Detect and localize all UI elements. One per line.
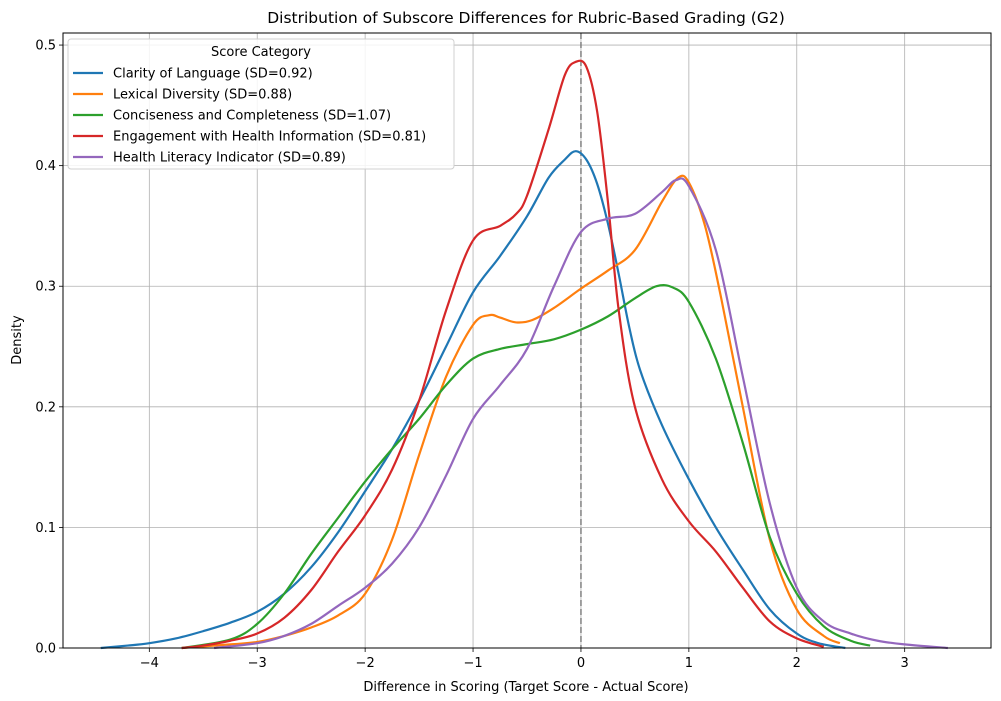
chart-title: Distribution of Subscore Differences for… xyxy=(267,9,785,27)
x-tick-label: −2 xyxy=(356,656,375,671)
y-tick-label: 0.1 xyxy=(35,521,56,536)
x-tick-label: −1 xyxy=(463,656,482,671)
legend-entry-label: Health Literacy Indicator (SD=0.89) xyxy=(113,151,346,166)
x-tick-label: 2 xyxy=(793,656,801,671)
x-tick-label: 0 xyxy=(577,656,585,671)
y-tick-label: 0.5 xyxy=(35,39,56,54)
legend: Score Category Clarity of Language (SD=0… xyxy=(67,38,455,170)
y-tick-label: 0.3 xyxy=(35,280,56,295)
x-axis: −4 −3 −2 −1 0 1 2 3 xyxy=(140,648,909,671)
series-line-3 xyxy=(181,284,871,650)
y-tick-label: 0.0 xyxy=(35,642,56,657)
x-axis-label: Difference in Scoring (Target Score - Ac… xyxy=(363,680,688,695)
x-tick-label: −3 xyxy=(248,656,267,671)
series-line-1 xyxy=(100,150,846,650)
legend-entry-label: Lexical Diversity (SD=0.88) xyxy=(113,88,292,103)
legend-box xyxy=(67,38,455,170)
series-line-2 xyxy=(181,174,841,650)
plot-frame xyxy=(62,32,992,649)
y-tick-label: 0.2 xyxy=(35,400,56,415)
x-tick-label: 1 xyxy=(685,656,693,671)
series-line-4 xyxy=(181,59,825,650)
x-tick-label: 3 xyxy=(901,656,909,671)
legend-entry-label: Conciseness and Completeness (SD=1.07) xyxy=(113,109,391,124)
series-group xyxy=(100,59,948,650)
x-tick-label: −4 xyxy=(140,656,159,671)
y-tick-label: 0.4 xyxy=(35,159,56,174)
legend-entry-label: Clarity of Language (SD=0.92) xyxy=(113,67,313,82)
y-axis: 0.0 0.1 0.2 0.3 0.4 0.5 xyxy=(35,39,63,657)
legend-entry-label: Engagement with Health Information (SD=0… xyxy=(113,130,426,145)
legend-title: Score Category xyxy=(211,45,311,60)
series-line-5 xyxy=(213,177,948,650)
y-axis-label: Density xyxy=(10,315,25,365)
